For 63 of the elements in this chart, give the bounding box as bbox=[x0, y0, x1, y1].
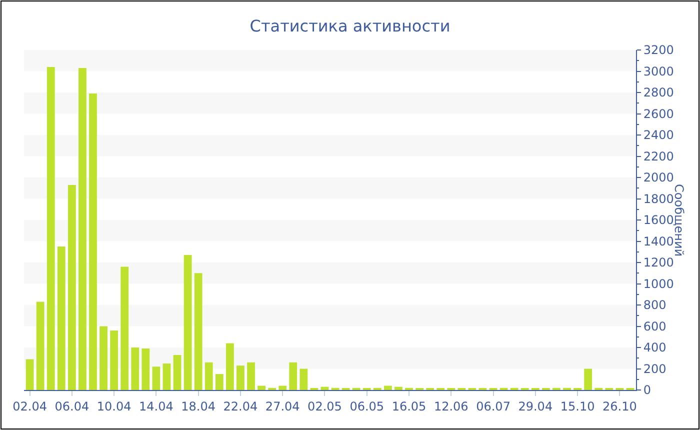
y-tick-label: 3200 bbox=[643, 43, 674, 58]
y-tick-label: 1000 bbox=[643, 276, 674, 291]
x-tick-label: 29.04 bbox=[518, 399, 553, 414]
y-tick-label: 800 bbox=[643, 298, 666, 312]
bar bbox=[68, 184, 76, 390]
bar bbox=[89, 94, 97, 390]
bar bbox=[46, 67, 55, 390]
x-tick-label: 14.04 bbox=[139, 399, 174, 414]
y-axis-title: Сообщений bbox=[672, 184, 686, 257]
bar bbox=[36, 302, 44, 390]
bar bbox=[131, 348, 140, 390]
y-tick-label: 2600 bbox=[643, 106, 674, 121]
bar bbox=[226, 343, 234, 390]
bar bbox=[184, 255, 192, 390]
y-tick-label: 600 bbox=[643, 319, 666, 334]
x-tick-label: 10.04 bbox=[96, 399, 132, 414]
x-tick-label: 06.04 bbox=[54, 399, 90, 414]
y-tick-label: 2000 bbox=[643, 170, 674, 185]
bar bbox=[26, 359, 34, 390]
x-tick-label: 18.04 bbox=[181, 399, 216, 414]
bar bbox=[173, 354, 182, 390]
bar bbox=[236, 366, 244, 390]
y-tick-label: 1200 bbox=[643, 256, 674, 270]
bar bbox=[215, 374, 224, 390]
y-tick-label: 2400 bbox=[643, 128, 674, 142]
bar bbox=[289, 362, 298, 390]
bar bbox=[142, 348, 150, 390]
bar bbox=[584, 368, 592, 390]
y-tick-label: 2200 bbox=[643, 149, 674, 164]
bar bbox=[57, 246, 66, 390]
bar bbox=[100, 326, 108, 390]
bar bbox=[162, 363, 171, 390]
x-tick-label: 12.06 bbox=[434, 399, 468, 414]
y-tick-label: 200 bbox=[643, 362, 666, 376]
bar bbox=[394, 386, 402, 390]
x-tick-label: 02.04 bbox=[12, 399, 47, 414]
bar bbox=[110, 330, 118, 390]
bar bbox=[300, 368, 308, 390]
y-tick-label: 400 bbox=[643, 340, 666, 355]
y-tick-label: 1800 bbox=[643, 192, 674, 206]
bar bbox=[247, 362, 255, 390]
bar bbox=[258, 386, 266, 390]
x-tick-label: 26.10 bbox=[602, 399, 637, 414]
y-tick-label: 3000 bbox=[643, 64, 674, 78]
x-tick-label: 27.04 bbox=[265, 399, 300, 414]
bar bbox=[194, 273, 202, 390]
chart-title: Статистика активности bbox=[250, 16, 450, 36]
x-tick-label: 06.05 bbox=[350, 399, 384, 414]
y-tick-label: 0 bbox=[643, 383, 652, 398]
y-tick-label: 1400 bbox=[643, 234, 674, 248]
x-tick-label: 02.05 bbox=[308, 399, 342, 414]
x-tick-label: 15.10 bbox=[560, 399, 595, 414]
bar bbox=[278, 386, 287, 390]
x-tick-label: 06.07 bbox=[476, 399, 510, 414]
x-tick-label: 22.04 bbox=[223, 399, 258, 414]
y-tick-label: 2800 bbox=[643, 86, 674, 100]
bar bbox=[78, 68, 86, 390]
bar bbox=[384, 386, 392, 390]
x-tick-label: 16.05 bbox=[392, 399, 426, 414]
bar bbox=[152, 366, 160, 390]
bar bbox=[204, 362, 213, 390]
y-tick-label: 1600 bbox=[643, 213, 674, 228]
bar bbox=[120, 266, 129, 390]
